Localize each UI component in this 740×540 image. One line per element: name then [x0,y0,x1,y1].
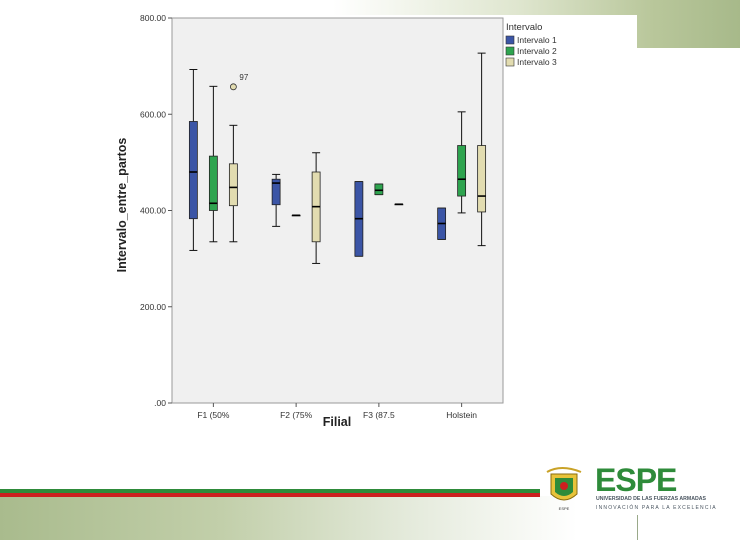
y-tick-label: 800.00 [140,15,166,23]
box-body [271,178,281,206]
y-tick-label: .00 [154,398,166,408]
box-0-2 [228,124,238,243]
box-2-1 [374,183,384,196]
y-tick-label: 400.00 [140,206,166,216]
green-stripe [0,489,540,493]
legend-swatch [505,46,515,56]
legend-swatch [505,57,515,67]
box-body [457,145,467,197]
x-axis: F1 (50% F2 (75% F3 (87.5 Holstein [197,403,477,420]
svg-text:ESPE: ESPE [559,506,570,511]
outlier-label: 97 [239,73,248,82]
box-1-0 [271,173,281,227]
box-1-1 [291,214,301,217]
x-tick-label: F2 (75% [280,410,313,420]
espe-logo: ESPE ESPE UNIVERSIDAD DE LAS FUERZAS ARM… [541,462,737,514]
logo-wordmark: ESPE [595,462,677,498]
footer-divider [637,515,638,540]
y-tick-label: 200.00 [140,302,166,312]
box-body [374,183,384,196]
box-3-1 [457,111,467,214]
bottom-gradient-band [0,496,740,540]
legend-entry: Intervalo 2 [517,46,557,56]
y-axis-label: Intervalo_entre_partos [115,138,129,273]
y-tick-label: 600.00 [140,109,166,119]
boxplot-chart: .00 200.00 400.00 600.00 800.00 F1 (50% F2 (7… [104,13,637,430]
legend-swatch [505,35,515,45]
legend-entry: Intervalo 1 [517,35,557,45]
outlier-point [229,83,237,91]
x-tick-label: Holstein [446,410,477,420]
legend-entry: Intervalo 3 [517,57,557,67]
decorative-stripes [0,489,540,499]
boxes-layer: 97 [188,52,487,264]
box-2-2 [394,203,404,206]
box-2-0 [354,181,364,257]
box-0-0 [188,68,198,251]
box-1-2 [311,152,321,264]
box-body [228,163,238,207]
box-body [208,155,218,211]
box-3-0 [437,207,447,240]
box-body [188,121,198,220]
plot-area [171,17,504,404]
box-3-2 [477,52,487,247]
logo-line2: INNOVACIÓN PARA LA EXCELENCIA [596,504,717,511]
x-axis-label: Filial [323,415,351,429]
box-0-1 [208,85,218,243]
logo-line1: UNIVERSIDAD DE LAS FUERZAS ARMADAS [596,496,706,502]
box-body [477,145,487,213]
crest-icon: ESPE [546,467,582,511]
chart-panel: .00 200.00 400.00 600.00 800.00 F1 (50% F2 (7… [104,13,637,430]
x-tick-label: F3 (87.5 [363,410,395,420]
y-axis: .00 200.00 400.00 600.00 800.00 [140,13,172,408]
red-stripe [0,493,540,497]
x-tick-label: F1 (50% [197,410,230,420]
legend-title: Intervalo [506,22,542,33]
